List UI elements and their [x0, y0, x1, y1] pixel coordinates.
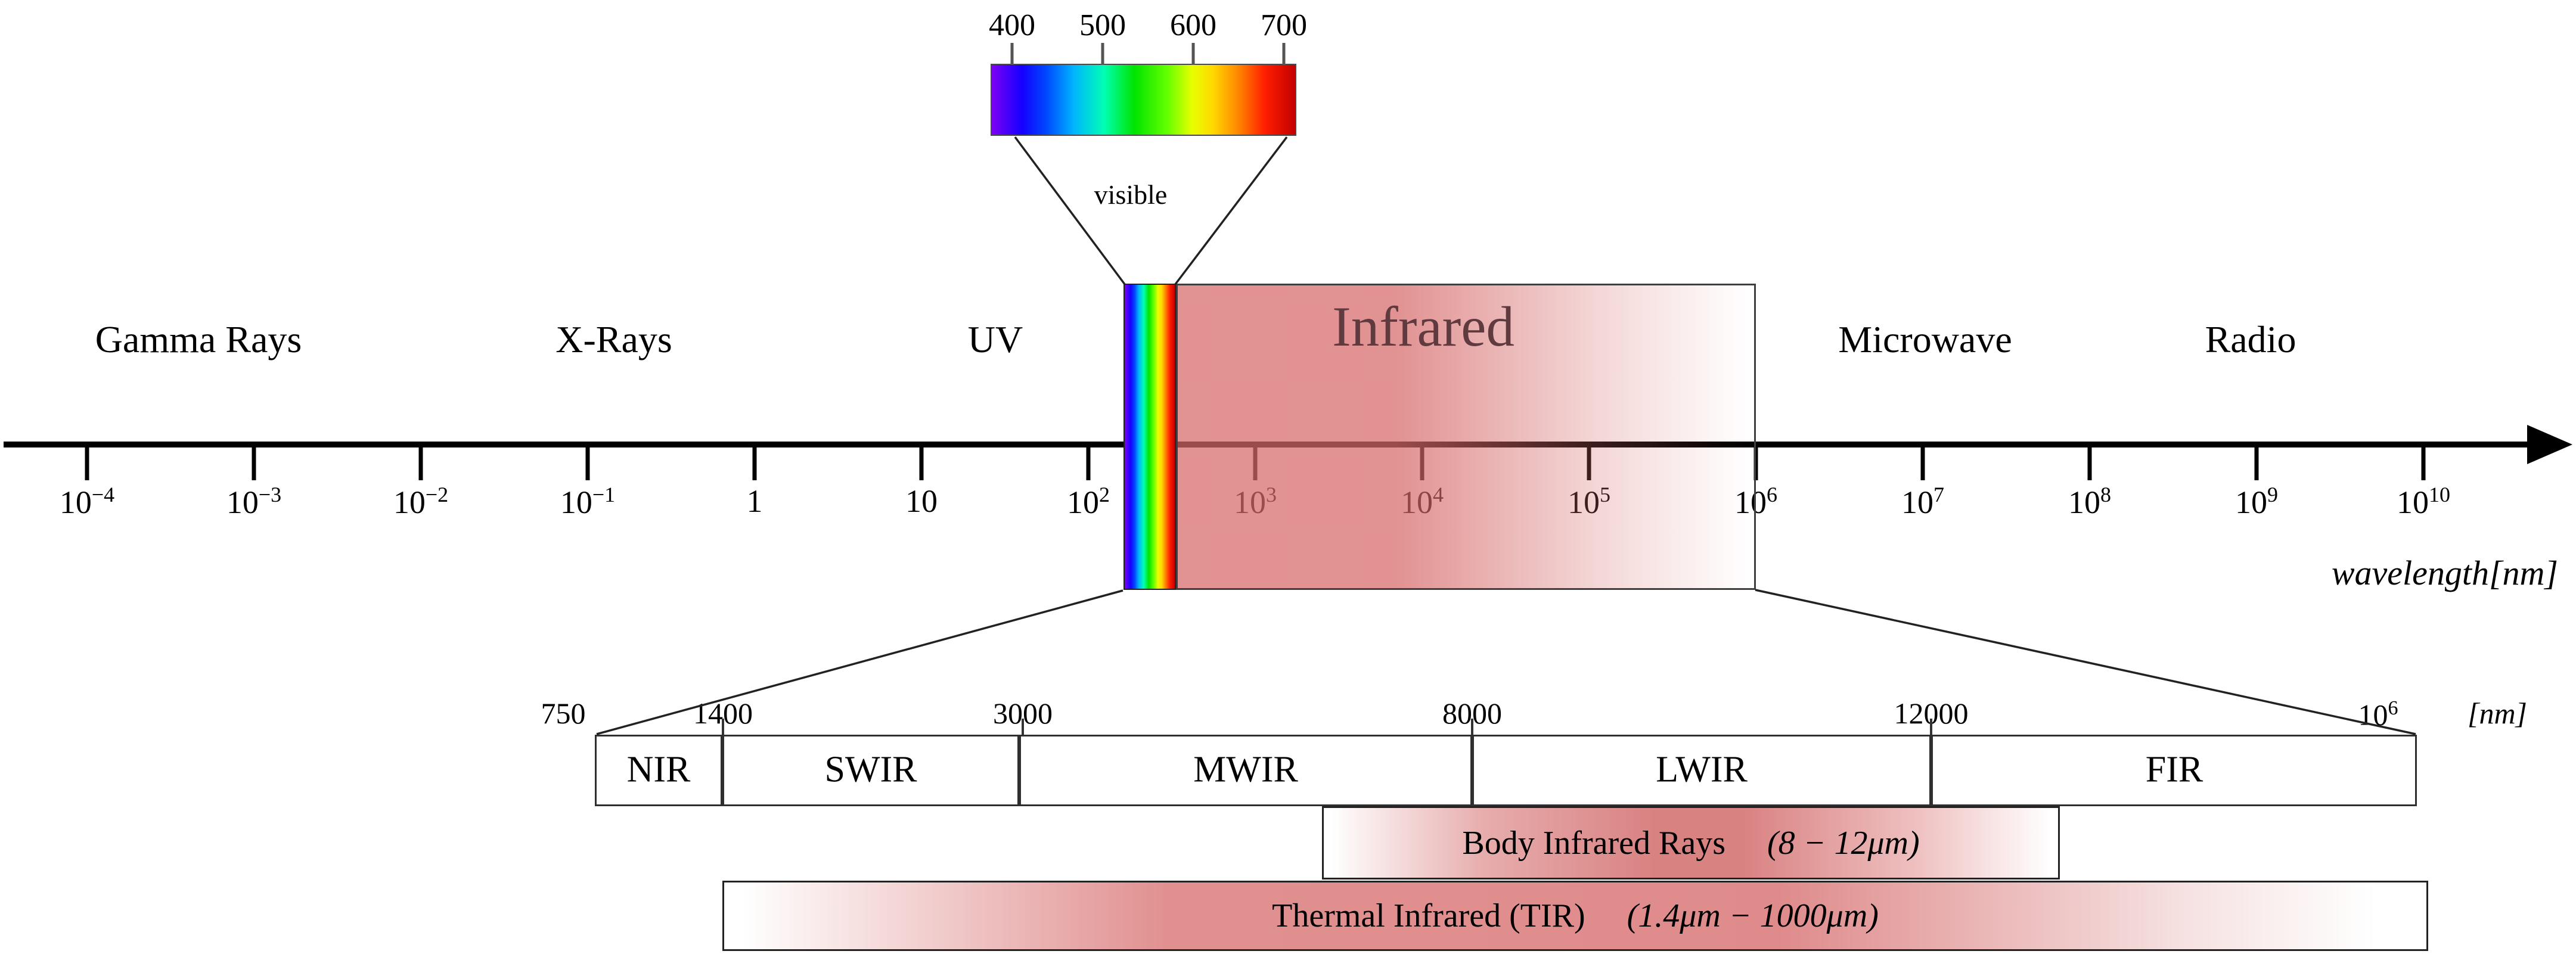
ir-region-box-swir — [722, 735, 1019, 806]
ir-zoom-right-line — [1755, 589, 2416, 735]
axis-tick-1 — [752, 447, 757, 480]
tick-exponent: −1 — [592, 483, 616, 506]
axis-tick-label-107: 107 — [1901, 483, 1944, 521]
ir-scale-stub-3000 — [1022, 719, 1024, 735]
visible-tick-label-700: 700 — [1261, 8, 1307, 42]
axis-unit-label: wavelength[nm] — [2331, 554, 2558, 592]
band-label-gamma-rays: Gamma Rays — [95, 318, 302, 360]
ir-scale-stub-1400 — [722, 719, 724, 735]
band-label-infrared: Infrared — [1332, 295, 1514, 358]
axis-tick-label-102: 102 — [1067, 483, 1110, 521]
tick-exponent: 2 — [1099, 483, 1110, 506]
tick-exponent: −2 — [425, 483, 449, 506]
axis-tick-label-1: 1 — [747, 483, 763, 520]
tick-base: 1 — [746, 483, 763, 519]
tick-base: 10 — [2397, 484, 2429, 520]
axis-tick-label-109: 109 — [2235, 483, 2278, 521]
tick-base: [nm] — [2467, 697, 2528, 730]
ir-scale-label-106: 106 — [2358, 697, 2398, 732]
visible-tick-700 — [1282, 43, 1286, 65]
ir-scale-stub-8000 — [1471, 719, 1473, 735]
ir-scale-label-nm: [nm] — [2468, 697, 2527, 730]
tick-base: 10 — [905, 483, 938, 519]
ir-scale-label-750: 750 — [541, 697, 586, 730]
axis-tick-label-10: 10 — [905, 483, 938, 520]
visible-funnel-left-line — [1014, 136, 1126, 285]
axis-tick-label-10−2: 10−2 — [393, 483, 448, 521]
tick-exponent: 7 — [1933, 483, 1944, 506]
band-label-microwave: Microwave — [1838, 318, 2012, 360]
body-infrared-range: (8 − 12μm) — [1767, 824, 1920, 862]
thermal-infrared-bar: Thermal Infrared (TIR) (1.4μm − 1000μm) — [722, 881, 2428, 951]
ir-region-box-nir — [595, 735, 722, 806]
visible-tick-label-600: 600 — [1170, 8, 1216, 42]
body-infrared-bar: Body Infrared Rays (8 − 12μm) — [1322, 806, 2060, 879]
axis-tick-label-108: 108 — [2068, 483, 2111, 521]
visible-tick-label-500: 500 — [1079, 8, 1126, 42]
axis-tick-107 — [1920, 447, 1925, 480]
axis-tick-108 — [2087, 447, 2092, 480]
axis-tick-102 — [1086, 447, 1091, 480]
tick-base: 750 — [541, 697, 586, 730]
visible-funnel-right-line — [1174, 136, 1288, 285]
tick-base: 10 — [2068, 484, 2100, 520]
ir-region-label-swir: SWIR — [824, 749, 917, 790]
visible-tick-600 — [1191, 43, 1195, 65]
ir-region-box-mwir — [1019, 735, 1472, 806]
visible-tick-400 — [1010, 43, 1014, 65]
tick-exponent: −3 — [258, 483, 282, 506]
axis-tick-label-10−3: 10−3 — [226, 483, 281, 521]
tick-base: 10 — [226, 484, 259, 520]
ir-region-label-nir: NIR — [626, 749, 691, 790]
visible-label: visible — [1094, 179, 1168, 210]
band-label-x-rays: X-Rays — [555, 318, 672, 360]
axis-tick-10 — [919, 447, 924, 480]
ir-region-label-fir: FIR — [2145, 749, 2203, 790]
tick-base: 10 — [2358, 698, 2388, 732]
axis-tick-10−4 — [85, 447, 89, 480]
axis-tick-10−1 — [585, 447, 590, 480]
axis-tick-10−2 — [418, 447, 423, 480]
thermal-infrared-label: Thermal Infrared (TIR) — [1272, 897, 1585, 934]
tick-base: 10 — [2235, 484, 2267, 520]
axis-tick-label-10−4: 10−4 — [60, 483, 114, 521]
axis-arrowhead-icon — [2527, 425, 2572, 464]
ir-region-label-mwir: MWIR — [1193, 749, 1298, 790]
band-label-radio: Radio — [2205, 318, 2296, 360]
tick-exponent: 10 — [2429, 483, 2450, 506]
axis-tick-109 — [2254, 447, 2259, 480]
thermal-infrared-range: (1.4μm − 1000μm) — [1627, 897, 1879, 934]
visible-tick-500 — [1101, 43, 1104, 65]
tick-exponent: 6 — [1767, 483, 1777, 506]
axis-tick-1010 — [2421, 447, 2426, 480]
tick-exponent: 8 — [2100, 483, 2111, 506]
ir-region-box-fir — [1931, 735, 2417, 806]
axis-tick-10−3 — [252, 447, 256, 480]
visible-band-strip — [1123, 284, 1176, 590]
visible-tick-label-400: 400 — [989, 8, 1035, 42]
axis-tick-106 — [1753, 447, 1758, 480]
tick-exponent: 9 — [2267, 483, 2278, 506]
axis-tick-label-10−1: 10−1 — [560, 483, 615, 521]
body-infrared-label: Body Infrared Rays — [1462, 824, 1725, 862]
ir-region-box-lwir — [1472, 735, 1931, 806]
tick-base: 10 — [1901, 484, 1933, 520]
ir-region-label-lwir: LWIR — [1656, 749, 1748, 790]
tick-base: 10 — [1067, 484, 1099, 520]
tick-base: 10 — [59, 484, 92, 520]
band-label-uv: UV — [967, 318, 1023, 360]
tick-base: 10 — [393, 484, 426, 520]
tick-exponent: 6 — [2388, 697, 2398, 719]
tick-exponent: −4 — [91, 483, 115, 506]
infrared-region-box — [1176, 284, 1756, 590]
visible-spectrum-color-bar — [991, 64, 1296, 136]
axis-tick-label-1010: 1010 — [2397, 483, 2450, 521]
ir-scale-stub-12000 — [1930, 719, 1932, 735]
tick-base: 10 — [560, 484, 592, 520]
